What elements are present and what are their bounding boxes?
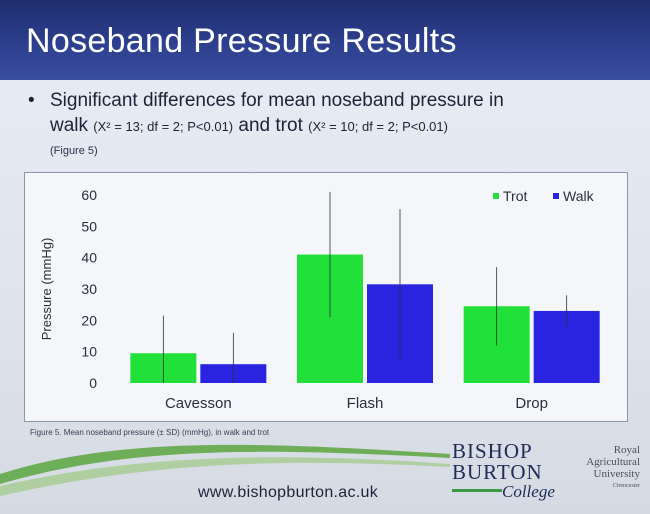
logo-bb-line3: College [502,482,555,501]
bullet-block: • Significant differences for mean noseb… [28,88,628,164]
slide-title: Noseband Pressure Results [26,22,457,60]
y-tick-label: 40 [81,250,97,266]
legend-label-trot: Trot [503,188,527,204]
website-url: www.bishopburton.ac.uk [198,484,379,501]
x-tick-label: Drop [515,395,548,412]
logo-rau-line2: Agricultural [586,456,640,468]
bullet-dot: • [28,90,35,111]
bullet-line-2: walk (X² = 13; df = 2; P<0.01) and trot … [50,113,628,139]
legend-label-walk: Walk [563,188,595,204]
bar-chart: 0 10 20 30 40 50 60 Pressure (mmHg) Cavesson Flas… [39,187,600,412]
logo-bb-rule [452,489,502,492]
logo-bb-line1: BISHOP [452,439,533,463]
logo-rau-line3: University [593,468,640,480]
bullet-line-1: Significant differences for mean noseban… [50,90,504,111]
chart-frame: 0 10 20 30 40 50 60 Pressure (mmHg) Cavesson Flas… [24,172,628,422]
logo-rau-line1: Royal [613,444,640,456]
legend-swatch-trot [493,193,499,199]
title-bar: Noseband Pressure Results [0,0,650,80]
bishop-burton-logo: BISHOP BURTON College [452,441,555,501]
figure-reference: (Figure 5) [50,145,98,157]
y-tick-label: 20 [81,312,97,328]
x-tick-label: Flash [347,395,384,412]
y-tick-label: 60 [81,187,97,203]
bullet-walk-label: walk [50,115,94,136]
y-tick-label: 30 [81,281,97,297]
walk-stats: (X² = 13; df = 2; P<0.01) [93,119,234,134]
rau-logo: Royal Agricultural University Cirenceste… [560,444,640,492]
logo-bb-line2: BURTON [452,460,543,484]
trot-stats: (X² = 10; df = 2; P<0.01) [308,119,448,134]
figure-caption: Figure 5. Mean noseband pressure (± SD) … [30,428,270,437]
x-tick-label: Cavesson [165,395,232,412]
legend-swatch-walk [553,193,559,199]
footer-swoosh [0,444,450,496]
logo-rau-line4: Cirencester [612,483,640,489]
bullet-trot-label: and trot [233,115,309,136]
y-axis-label: Pressure (mmHg) [39,238,54,341]
y-tick-label: 50 [81,218,97,234]
y-tick-label: 0 [89,375,97,391]
y-tick-label: 10 [81,344,97,360]
